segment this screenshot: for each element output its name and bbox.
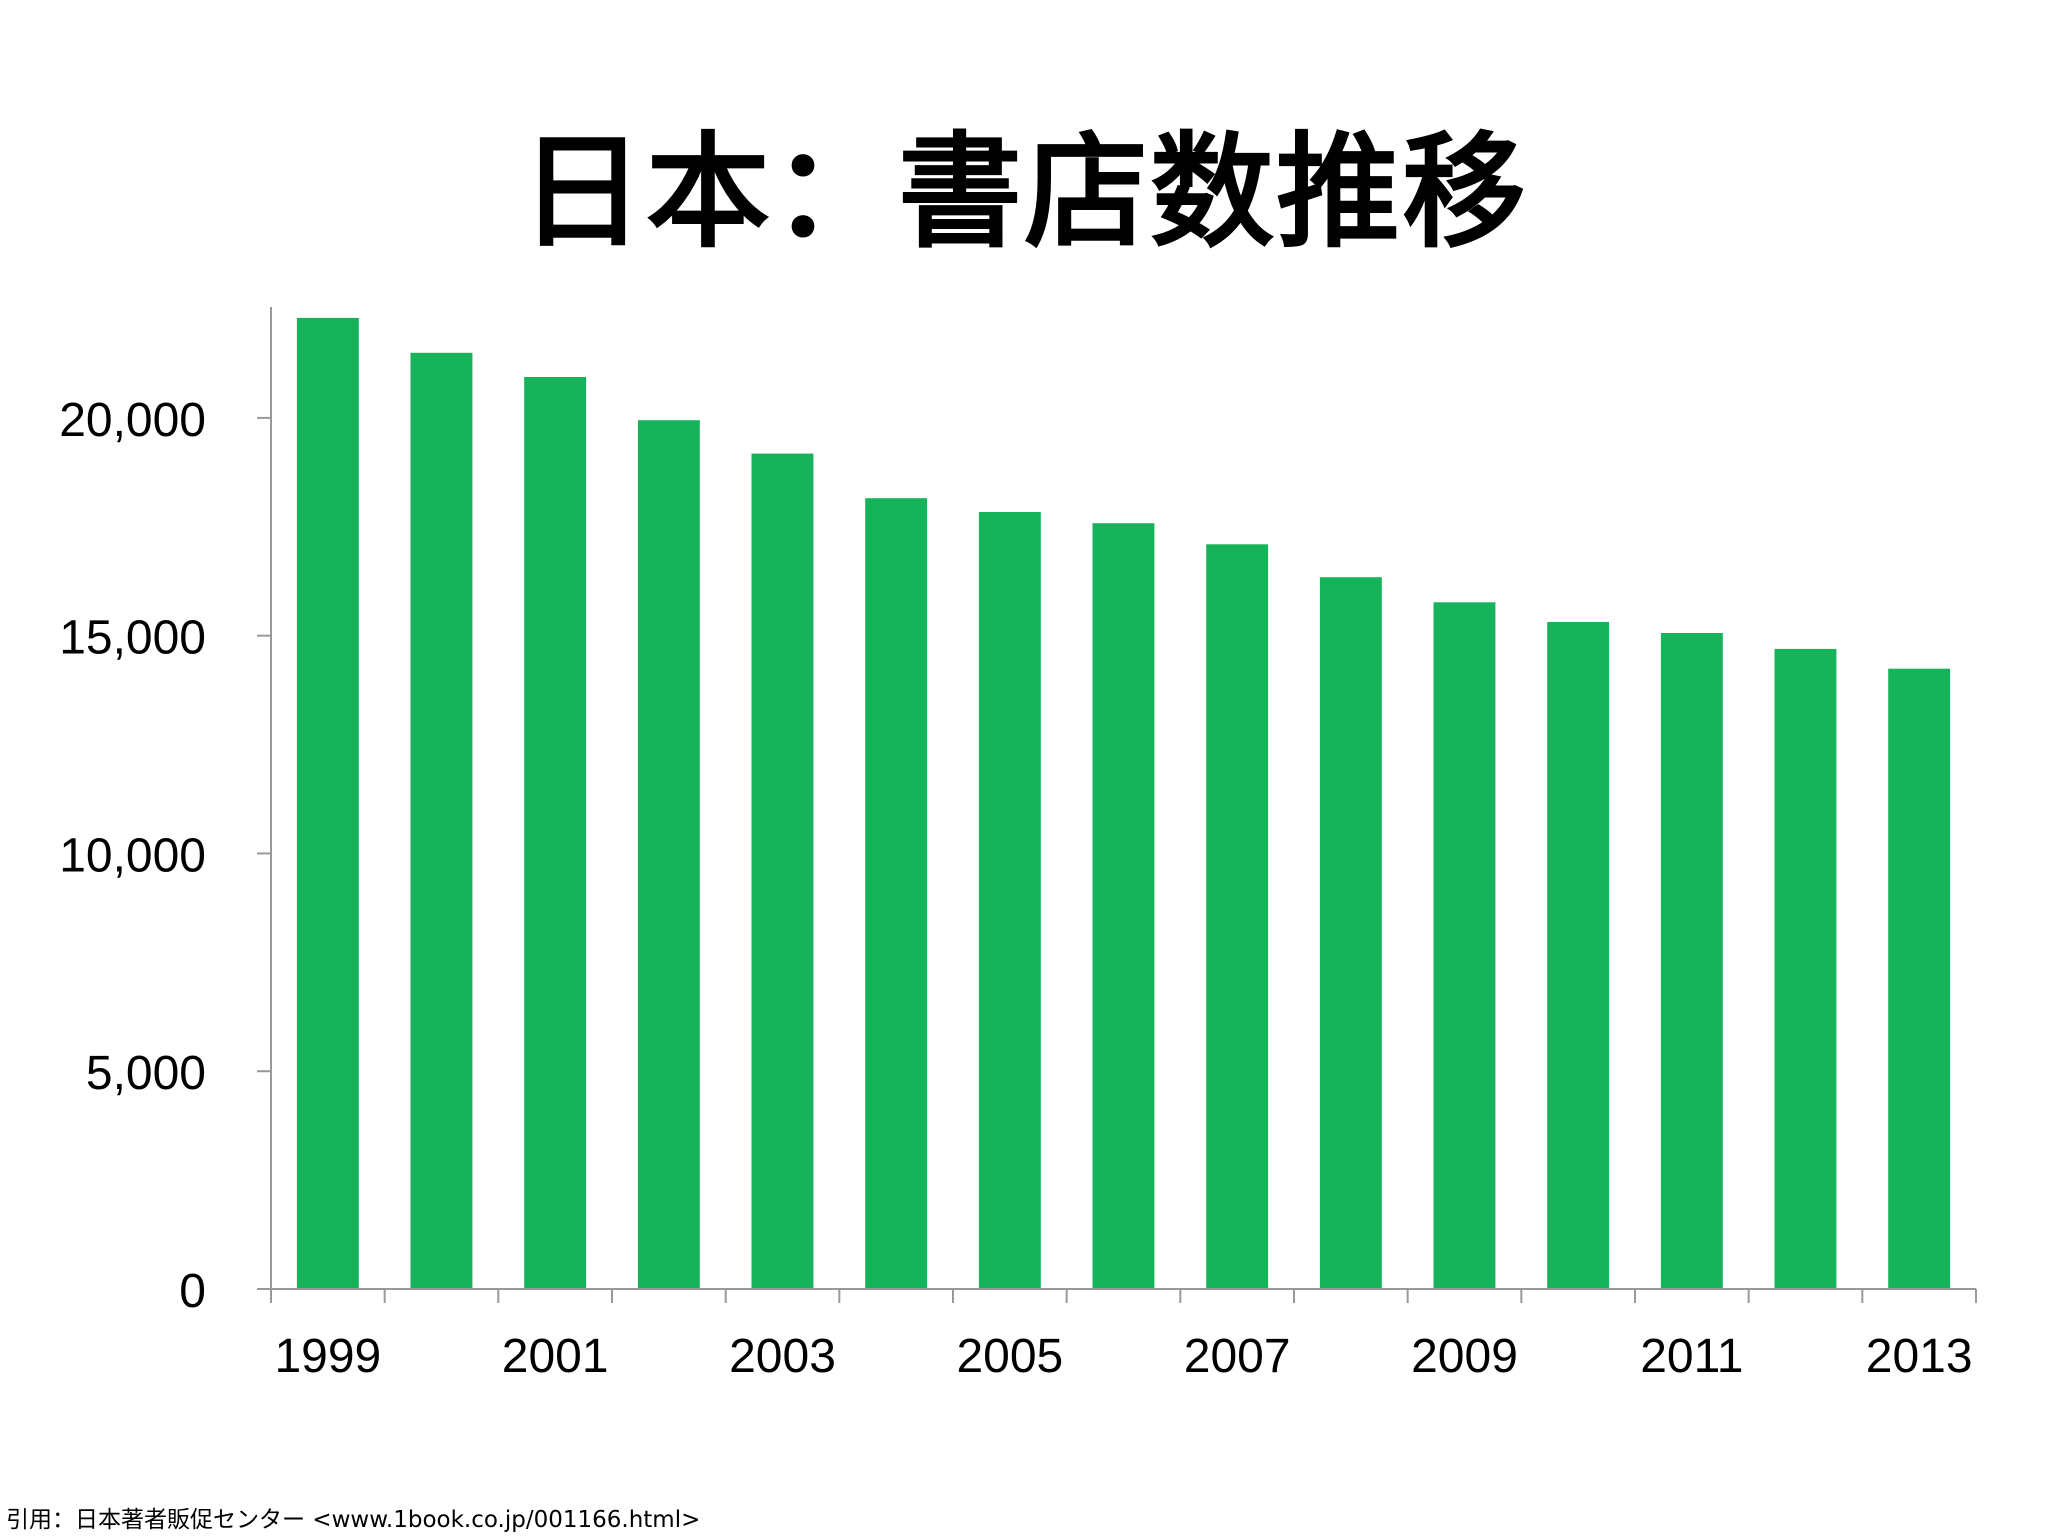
bar-2013 <box>1888 668 1951 1289</box>
bar-2008 <box>1319 577 1382 1289</box>
y-tick-label: 10,000 <box>59 829 206 882</box>
bar-2004 <box>865 498 928 1289</box>
y-axis-ticks: 0 5,000 10,000 15,000 20,000 <box>59 394 271 1318</box>
x-tick-label: 2007 <box>1184 1330 1291 1383</box>
y-tick-label: 0 <box>179 1265 206 1318</box>
bar-2001 <box>524 377 587 1289</box>
bar-1999 <box>296 317 359 1289</box>
bar-series <box>296 317 1951 1290</box>
slide-title: 日本：書店数推移 <box>519 121 1528 265</box>
bar-2007 <box>1206 544 1269 1289</box>
x-tick-label: 2003 <box>729 1330 836 1383</box>
x-axis-ticks: 1999 2001 2003 2005 2007 2009 2011 2013 <box>270 1289 1977 1383</box>
x-tick-label: 2009 <box>1411 1330 1518 1383</box>
x-tick-label: 2011 <box>1640 1330 1743 1383</box>
bar-2000 <box>410 352 473 1289</box>
bar-2006 <box>1092 523 1155 1289</box>
bar-2003 <box>751 453 814 1290</box>
y-tick-label: 20,000 <box>59 394 206 447</box>
bar-2005 <box>978 512 1041 1289</box>
source-citation: 引用：日本著者販促センター <www.1book.co.jp/001166.ht… <box>6 1507 701 1533</box>
y-tick-label: 15,000 <box>59 612 206 665</box>
bar-2010 <box>1547 622 1610 1289</box>
chart-axes <box>270 307 1976 1290</box>
bar-2009 <box>1433 602 1496 1289</box>
bar-2012 <box>1774 648 1837 1289</box>
x-tick-label: 2005 <box>956 1330 1063 1383</box>
x-tick-label: 1999 <box>274 1330 381 1383</box>
bar-2011 <box>1660 633 1723 1289</box>
y-tick-label: 5,000 <box>86 1047 206 1100</box>
x-tick-label: 2013 <box>1866 1330 1973 1383</box>
bar-2002 <box>637 420 700 1289</box>
x-tick-label: 2001 <box>502 1330 609 1383</box>
